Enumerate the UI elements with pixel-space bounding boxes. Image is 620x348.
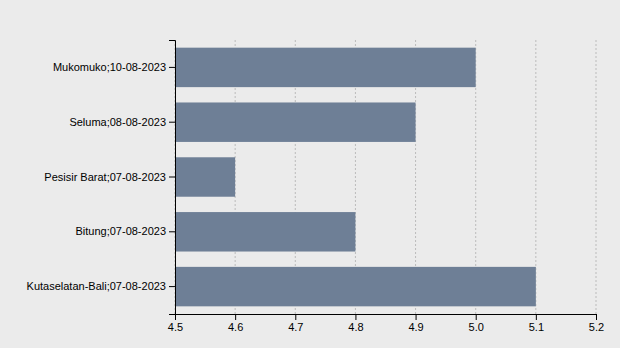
tick-mark	[476, 314, 477, 320]
tick-label: Kutaselatan-Bali;07-08-2023	[27, 280, 166, 292]
tick-label: Seluma;08-08-2023	[69, 116, 166, 128]
tick-label: 5.0	[469, 321, 484, 333]
tick-mark	[596, 314, 597, 320]
tick: 4.8	[348, 314, 363, 333]
tick: Bitung;07-08-2023	[75, 225, 175, 237]
tick-label: 5.2	[589, 321, 604, 333]
tick: 5.1	[529, 314, 544, 333]
plot: 4.5 4.6 4.7 4.8 4.9 5.0 5.1 5.2 Kutaselatan-Bali…	[27, 40, 605, 333]
chart: 4.5 4.6 4.7 4.8 4.9 5.0 5.1 5.2 Kutaselatan-Bali…	[0, 0, 620, 348]
tick: Kutaselatan-Bali;07-08-2023	[27, 280, 175, 292]
tick: 4.9	[408, 314, 423, 333]
tick-mark	[536, 314, 537, 320]
tick-label: 4.7	[288, 321, 303, 333]
tick-mark	[169, 177, 175, 178]
tick-label: Mukomuko;10-08-2023	[53, 61, 166, 73]
bar	[175, 212, 355, 251]
tick: 5.2	[589, 314, 604, 333]
tick-mark	[355, 314, 356, 320]
bar	[175, 102, 416, 141]
tick-label: 4.8	[348, 321, 363, 333]
tick-label: 4.9	[408, 321, 423, 333]
tick-mark	[169, 122, 175, 123]
tick: Mukomuko;10-08-2023	[53, 61, 175, 73]
category-axis: Kutaselatan-Bali;07-08-2023 Bitung;07-08-…	[27, 41, 176, 315]
bars	[175, 48, 536, 307]
bar	[175, 267, 536, 306]
tick-label: 5.1	[529, 321, 544, 333]
tick: 4.7	[288, 314, 303, 333]
tick-label: 4.5	[168, 321, 183, 333]
tick: Seluma;08-08-2023	[69, 116, 175, 128]
tick-mark	[169, 67, 175, 68]
grid-line	[596, 40, 597, 314]
grid	[175, 40, 596, 314]
tick: Pesisir Barat;07-08-2023	[44, 171, 175, 183]
axis-line	[176, 315, 597, 321]
tick-mark	[169, 231, 175, 232]
axis-line	[169, 41, 176, 315]
tick-mark	[416, 314, 417, 320]
tick: 4.6	[228, 314, 243, 333]
tick: 4.5	[168, 314, 183, 333]
tick-label: 4.6	[228, 321, 243, 333]
tick: 5.0	[469, 314, 484, 333]
tick-label: Pesisir Barat;07-08-2023	[44, 171, 166, 183]
tick-label: Bitung;07-08-2023	[75, 225, 166, 237]
value-axis: 4.5 4.6 4.7 4.8 4.9 5.0 5.1 5.2	[168, 314, 604, 333]
tick-mark	[235, 314, 236, 320]
bar	[175, 48, 476, 87]
tick-mark	[169, 286, 175, 287]
bar	[175, 157, 235, 196]
tick-mark	[295, 314, 296, 320]
